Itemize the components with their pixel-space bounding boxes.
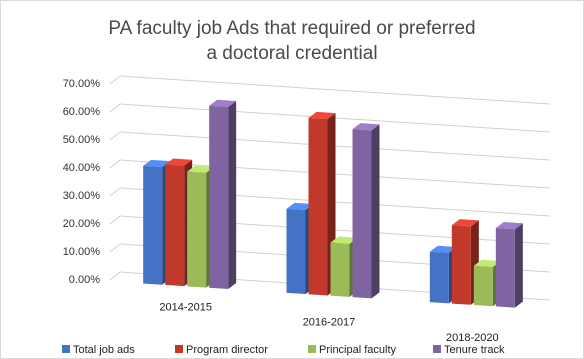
gridline-side [109, 243, 121, 253]
x-tick-label: 2018-2020 [446, 332, 499, 344]
bar-top [143, 159, 171, 168]
x-tick-label: 2014-2015 [159, 301, 212, 313]
bar-top [352, 123, 380, 131]
bar [209, 105, 229, 290]
bar-side [228, 101, 237, 290]
bar [286, 208, 306, 295]
gridline-side [109, 187, 121, 197]
bar [352, 129, 372, 299]
bar [451, 225, 471, 305]
legend-label: Total job ads [73, 344, 135, 356]
y-tick-label: 60.00% [63, 106, 101, 118]
bar [165, 164, 185, 287]
gridline-side [109, 131, 121, 141]
y-tick-label: 50.00% [63, 134, 101, 146]
bar [308, 117, 328, 296]
legend-swatch [175, 345, 183, 353]
bar-top [451, 219, 479, 227]
y-tick-label: 30.00% [63, 190, 101, 202]
gridline-side [109, 215, 121, 225]
bar [495, 228, 515, 308]
legend-label: Tenure track [444, 344, 505, 356]
bar-side [514, 223, 523, 308]
bar-top [286, 202, 314, 211]
legend-swatch [308, 345, 316, 353]
gridline-side [109, 75, 121, 85]
bar [429, 251, 449, 304]
chart-title: PA faculty job Ads that required or pref… [0, 16, 584, 66]
bar [473, 265, 493, 307]
legend-label: Principal faculty [319, 344, 397, 356]
bar-side [371, 124, 380, 299]
bar-top [209, 99, 237, 108]
y-tick-label: 10.00% [63, 246, 101, 258]
x-tick-label: 2016-2017 [303, 317, 356, 329]
y-tick-label: 20.00% [63, 218, 101, 230]
bar-top [473, 259, 501, 268]
chart-title-line-1: PA faculty job Ads that required or pref… [108, 18, 476, 39]
bar-top [165, 158, 193, 166]
bar-top [187, 165, 215, 173]
bar-top [308, 111, 336, 120]
bar [143, 165, 163, 285]
legend-label: Program director [186, 344, 268, 356]
bar [330, 242, 350, 297]
gridline-side [109, 271, 121, 281]
gridline [119, 75, 551, 105]
y-tick-label: 40.00% [63, 162, 101, 174]
bar [187, 171, 207, 288]
legend-swatch [433, 345, 441, 353]
y-tick-label: 0.00% [69, 274, 100, 286]
legend-swatch [62, 345, 70, 353]
bar-top [429, 245, 457, 253]
y-tick-label: 70.00% [63, 78, 101, 90]
bar-top [330, 236, 358, 244]
gridline-side [109, 103, 121, 113]
chart-title-line-2: a doctoral credential [206, 43, 378, 64]
bar-top [495, 222, 523, 230]
gridline-side [109, 159, 121, 169]
